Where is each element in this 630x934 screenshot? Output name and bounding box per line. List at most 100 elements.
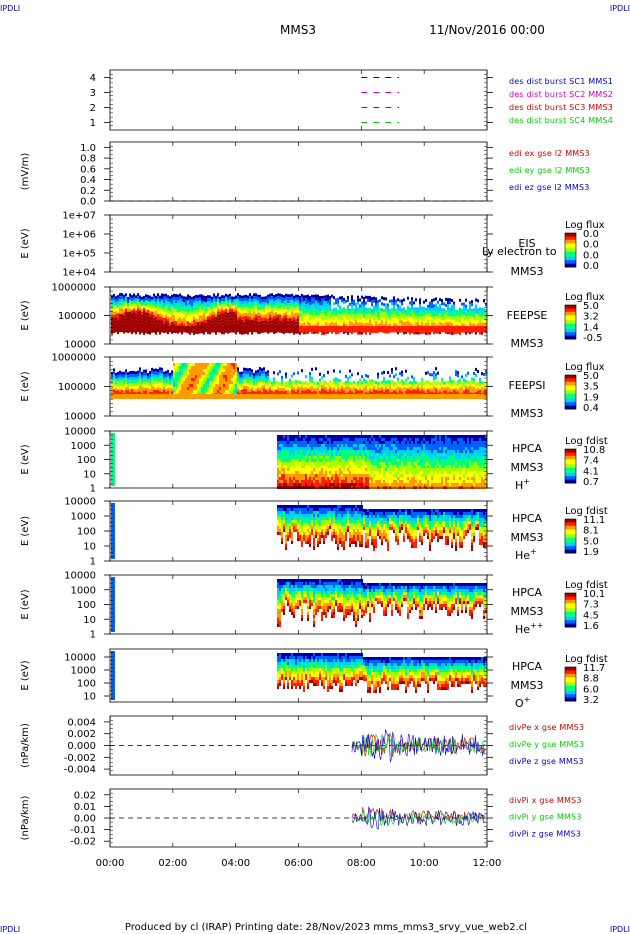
heatmap-cell	[303, 384, 305, 388]
heatmap-cell	[193, 369, 195, 372]
heatmap-cell	[413, 394, 415, 399]
heatmap-cell	[457, 392, 459, 396]
heatmap-cell	[207, 310, 209, 314]
heatmap-cell	[291, 474, 293, 477]
heatmap-cell	[343, 306, 345, 310]
heatmap-cell	[153, 308, 155, 312]
heatmap-cell	[225, 293, 227, 297]
heatmap-cell	[429, 310, 431, 314]
heatmap-cell	[305, 441, 307, 444]
heatmap-cell	[319, 459, 321, 462]
heatmap-cell	[253, 372, 255, 376]
heatmap-cell	[461, 311, 463, 315]
heatmap-cell	[329, 302, 331, 306]
heatmap-cell	[171, 294, 173, 298]
heatmap-cell	[419, 382, 421, 386]
heatmap-cell	[133, 305, 135, 309]
heatmap-cell	[357, 295, 359, 299]
heatmap-cell	[375, 381, 377, 385]
heatmap-cell	[267, 379, 269, 383]
heatmap-cell	[345, 317, 347, 321]
colorbar-swatch	[565, 380, 576, 383]
heatmap-cell	[183, 308, 185, 312]
heatmap-cell	[261, 299, 263, 303]
heatmap-cell	[365, 322, 367, 326]
heatmap-cell	[315, 450, 317, 453]
heatmap-cell	[279, 471, 281, 474]
heatmap-cell	[369, 385, 371, 389]
heatmap-cell	[303, 319, 305, 323]
heatmap-cell	[303, 477, 305, 480]
heatmap-cell	[197, 298, 199, 302]
heatmap-cell	[429, 313, 431, 317]
heatmap-cell	[133, 302, 135, 306]
heatmap-cell	[461, 390, 463, 394]
heatmap-cell	[387, 309, 389, 313]
heatmap-cell	[273, 310, 275, 314]
heatmap-cell	[301, 477, 303, 480]
heatmap-cell	[137, 373, 139, 377]
heatmap-cell	[339, 394, 341, 399]
heatmap-cell	[147, 318, 149, 322]
heatmap-cell	[369, 307, 371, 311]
heatmap-cell	[451, 304, 453, 308]
heatmap-cell	[319, 378, 321, 382]
heatmap-cell	[177, 369, 179, 372]
heatmap-cell	[469, 304, 471, 308]
heatmap-cell	[365, 307, 367, 311]
heatmap-cell	[173, 293, 175, 297]
heatmap-cell	[181, 372, 183, 375]
heatmap-cell	[265, 383, 267, 387]
heatmap-cell	[453, 301, 455, 305]
heatmap-cell	[419, 307, 421, 311]
y-tick-label: 0.2	[80, 186, 96, 197]
heatmap-cell	[349, 320, 351, 324]
heatmap-cell	[423, 391, 425, 395]
heatmap-cell	[303, 322, 305, 326]
heatmap-cell	[317, 303, 319, 307]
heatmap-cell	[471, 309, 473, 313]
heatmap-cell	[205, 299, 207, 303]
heatmap-cell	[483, 391, 485, 395]
heatmap-cell	[131, 307, 133, 311]
heatmap-cell	[181, 366, 183, 369]
heatmap-cell	[225, 366, 227, 369]
y-tick-label: 100000	[58, 311, 96, 322]
heatmap-cell	[431, 314, 433, 318]
heatmap-cell	[193, 378, 195, 381]
heatmap-cell	[299, 310, 301, 314]
heatmap-cell	[465, 310, 467, 314]
heatmap-cell	[223, 369, 225, 372]
heatmap-cell	[469, 389, 471, 393]
heatmap-cell	[233, 366, 235, 369]
heatmap-cell	[293, 462, 295, 465]
heatmap-cell	[435, 394, 437, 399]
heatmap-cell	[307, 453, 309, 456]
heatmap-cell	[147, 300, 149, 304]
heatmap-cell	[399, 311, 401, 315]
heatmap-cell	[475, 307, 477, 311]
heatmap-cell	[207, 301, 209, 305]
heatmap-cell	[331, 474, 333, 477]
heatmap-cell	[393, 390, 395, 394]
heatmap-cell	[229, 326, 231, 332]
heatmap-cell	[217, 390, 219, 393]
heatmap-cell	[411, 381, 413, 385]
heatmap-cell	[365, 319, 367, 323]
heatmap-cell	[301, 326, 303, 332]
heatmap-cell	[413, 392, 415, 396]
heatmap-cell	[351, 301, 353, 305]
heatmap-cell	[301, 384, 303, 388]
heatmap-cell	[431, 320, 433, 324]
heatmap-cell	[189, 390, 191, 393]
heatmap-cell	[269, 394, 271, 399]
heatmap-cell	[441, 394, 443, 399]
heatmap-cell	[161, 373, 163, 377]
heatmap-cell	[221, 331, 223, 335]
heatmap-cell	[267, 321, 269, 325]
heatmap-cell	[315, 294, 317, 298]
heatmap-cell	[235, 301, 237, 305]
heatmap-cell	[285, 311, 287, 315]
colorbar-swatch	[565, 256, 576, 259]
